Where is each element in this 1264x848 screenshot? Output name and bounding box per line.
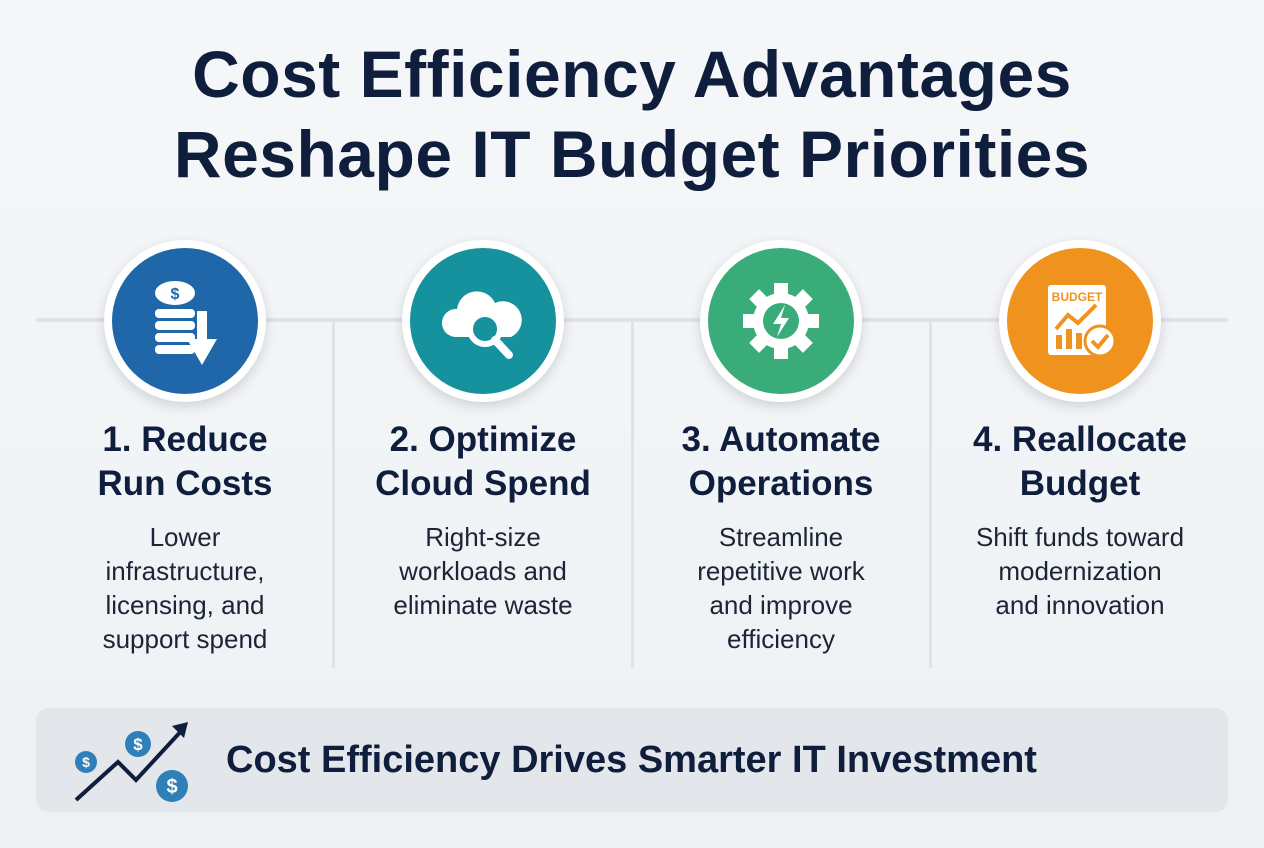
step-heading: 3. Automate Operations xyxy=(681,420,881,503)
step-heading: 2. Optimize Cloud Spend xyxy=(375,420,591,503)
step-heading: 4. Reallocate Budget xyxy=(973,420,1187,503)
svg-text:BUDGET: BUDGET xyxy=(1052,290,1103,304)
step-optimize-cloud-spend: 2. Optimize Cloud Spend Right-size workloa… xyxy=(334,240,632,622)
divider xyxy=(929,320,932,668)
coins-down-arrow-icon: $ xyxy=(112,248,258,394)
summary-banner: $ $ $ Cost Efficiency Drives Smarter IT In… xyxy=(36,708,1228,812)
step-heading: 1. Reduce Run Costs xyxy=(97,420,273,503)
gear-lightning-icon xyxy=(708,248,854,394)
step-reallocate-budget: BUDGET 4. Reallocate Budget Shift funds t… xyxy=(931,240,1229,622)
step-description: Lower infrastructure, licensing, and suppor… xyxy=(102,522,268,654)
step-description: Streamline repetitive work and improve effi… xyxy=(697,522,865,654)
svg-text:$: $ xyxy=(133,735,143,754)
step-description: Shift funds toward modernization and innov… xyxy=(975,522,1185,620)
divider xyxy=(332,320,335,668)
step-reduce-run-costs: $ 1. Reduce Run Costs Lower infrastructure… xyxy=(36,240,334,656)
svg-text:$: $ xyxy=(166,776,177,798)
banner-text: Cost Efficiency Drives Smarter IT Invest… xyxy=(226,738,1037,781)
divider xyxy=(631,320,634,668)
budget-chart-check-icon: BUDGET xyxy=(1007,248,1153,394)
cloud-search-icon xyxy=(410,248,556,394)
step-description: Right-size workloads and eliminate waste xyxy=(393,522,573,620)
svg-text:$: $ xyxy=(171,286,180,303)
dollar-growth-arrow-icon: $ $ $ xyxy=(74,722,188,802)
page-title: Cost Efficiency Advantages Reshape IT Bu… xyxy=(173,37,1091,191)
step-automate-operations: 3. Automate Operations Streamline repetiti… xyxy=(632,240,930,656)
svg-text:$: $ xyxy=(82,754,90,770)
